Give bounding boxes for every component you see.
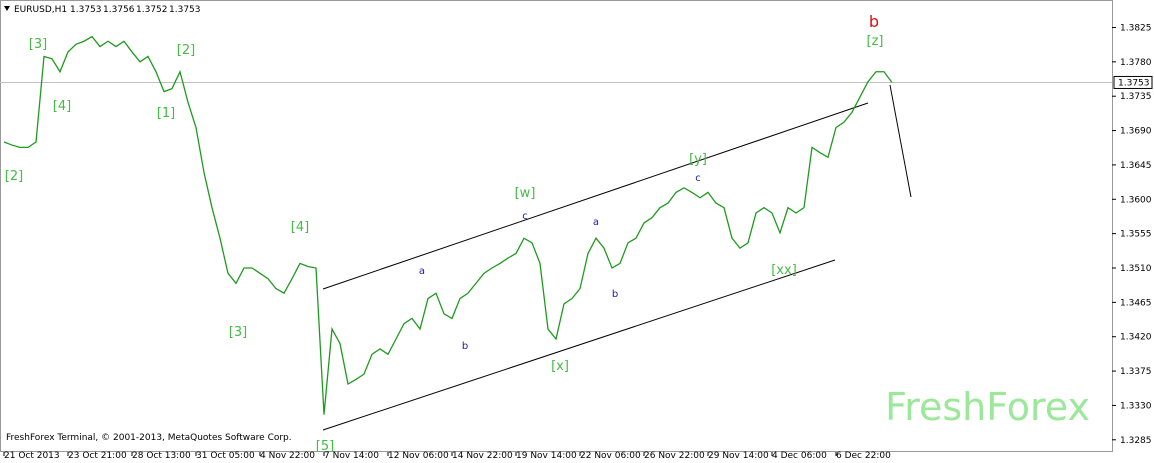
y-tick-label: 1.3555: [1120, 230, 1152, 240]
wave-label: [4]: [53, 99, 71, 114]
wave-label: [y]: [689, 152, 707, 167]
y-tick-label: 1.3285: [1120, 436, 1152, 446]
x-tick-label: 4 Dec 06:00: [772, 451, 827, 461]
x-tick-label: 7 Nov 14:00: [324, 451, 379, 461]
wave-label: [4]: [291, 220, 309, 235]
x-tick-label: 28 Oct 13:00: [132, 451, 191, 461]
x-tick-label: 22 Nov 06:00: [580, 451, 641, 461]
wave-label: b: [869, 12, 879, 31]
y-tick-label: 1.3330: [1120, 401, 1152, 411]
x-tick-label: 12 Nov 06:00: [388, 451, 449, 461]
ohlc-value: 1.3756: [103, 5, 135, 15]
channel-bottom: [322, 259, 836, 431]
y-tick-label: 1.3645: [1120, 161, 1152, 171]
wave-label: [xx]: [771, 263, 797, 278]
ohlc-value: 1.3753: [70, 5, 102, 15]
wave-label: [2]: [177, 43, 195, 58]
channel-top: [322, 102, 869, 290]
wave-label: a: [593, 217, 599, 228]
y-tick-label: 1.3825: [1120, 23, 1152, 33]
wave-label: [2]: [5, 169, 23, 184]
y-tick-label: 1.3375: [1120, 367, 1152, 377]
wave-label: [1]: [157, 106, 175, 121]
x-tick-label: 29 Nov 14:00: [708, 451, 769, 461]
ohlc-value: 1.3752: [136, 5, 168, 15]
y-tick-label: 1.3510: [1120, 264, 1152, 274]
x-tick-label: 26 Nov 22:00: [644, 451, 705, 461]
wave-label: c: [695, 173, 701, 184]
wave-label: a: [419, 266, 425, 277]
x-tick-label: 31 Oct 05:00: [196, 451, 255, 461]
y-tick-label: 1.3465: [1120, 298, 1152, 308]
price-line: [3, 35, 893, 415]
wave-label: [x]: [551, 359, 569, 374]
y-tick-label: 1.3735: [1120, 92, 1152, 102]
wave-label: [3]: [29, 37, 47, 52]
x-tick-label: 14 Nov 22:00: [452, 451, 513, 461]
wave-label: b: [462, 341, 468, 352]
y-tick-label: 1.3690: [1120, 127, 1152, 137]
wave-label: [z]: [867, 34, 884, 49]
x-tick-label: 21 Oct 2013: [4, 451, 60, 461]
bid-box: [1113, 75, 1153, 89]
x-tick-label: 6 Dec 22:00: [836, 451, 891, 461]
x-tick-label: 19 Nov 14:00: [516, 451, 577, 461]
wave-label: [3]: [229, 325, 247, 340]
x-tick-label: 4 Nov 22:00: [260, 451, 315, 461]
y-tick-label: 1.3780: [1120, 58, 1152, 68]
ohlc-value: 1.3753: [169, 5, 201, 15]
wave-label: c: [522, 211, 528, 222]
y-tick-label: 1.3600: [1120, 195, 1152, 205]
wave-label: [5]: [316, 439, 334, 454]
x-tick-label: 23 Oct 21:00: [68, 451, 127, 461]
watermark: FreshForex: [885, 385, 1090, 429]
copyright: FreshForex Terminal, © 2001-2013, MetaQu…: [6, 433, 292, 443]
y-tick-label: 1.3420: [1120, 333, 1152, 343]
menu-icon[interactable]: [4, 6, 10, 11]
plot-frame: [0, 0, 1113, 452]
symbol: EURUSD,H1: [14, 5, 67, 15]
bid-label: 1.3753: [1118, 78, 1150, 88]
wave-label: b: [612, 289, 618, 300]
projection-line: [889, 84, 912, 198]
wave-label: [w]: [515, 186, 536, 201]
